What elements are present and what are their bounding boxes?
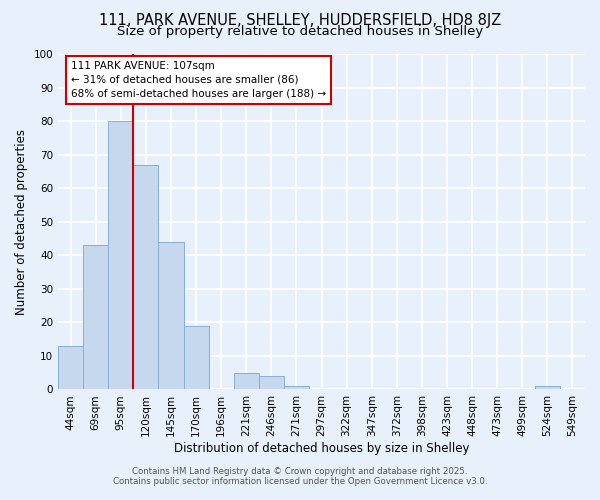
Text: Contains public sector information licensed under the Open Government Licence v3: Contains public sector information licen… <box>113 477 487 486</box>
Y-axis label: Number of detached properties: Number of detached properties <box>15 128 28 314</box>
Bar <box>83 245 108 390</box>
Bar <box>535 386 560 390</box>
Text: 111 PARK AVENUE: 107sqm
← 31% of detached houses are smaller (86)
68% of semi-de: 111 PARK AVENUE: 107sqm ← 31% of detache… <box>71 60 326 98</box>
Bar <box>184 326 209 390</box>
X-axis label: Distribution of detached houses by size in Shelley: Distribution of detached houses by size … <box>174 442 469 455</box>
Bar <box>158 242 184 390</box>
Text: 111, PARK AVENUE, SHELLEY, HUDDERSFIELD, HD8 8JZ: 111, PARK AVENUE, SHELLEY, HUDDERSFIELD,… <box>99 12 501 28</box>
Bar <box>284 386 309 390</box>
Bar <box>58 346 83 390</box>
Bar <box>108 121 133 390</box>
Text: Contains HM Land Registry data © Crown copyright and database right 2025.: Contains HM Land Registry data © Crown c… <box>132 467 468 476</box>
Text: Size of property relative to detached houses in Shelley: Size of property relative to detached ho… <box>117 25 483 38</box>
Bar <box>133 164 158 390</box>
Bar <box>259 376 284 390</box>
Bar <box>233 372 259 390</box>
